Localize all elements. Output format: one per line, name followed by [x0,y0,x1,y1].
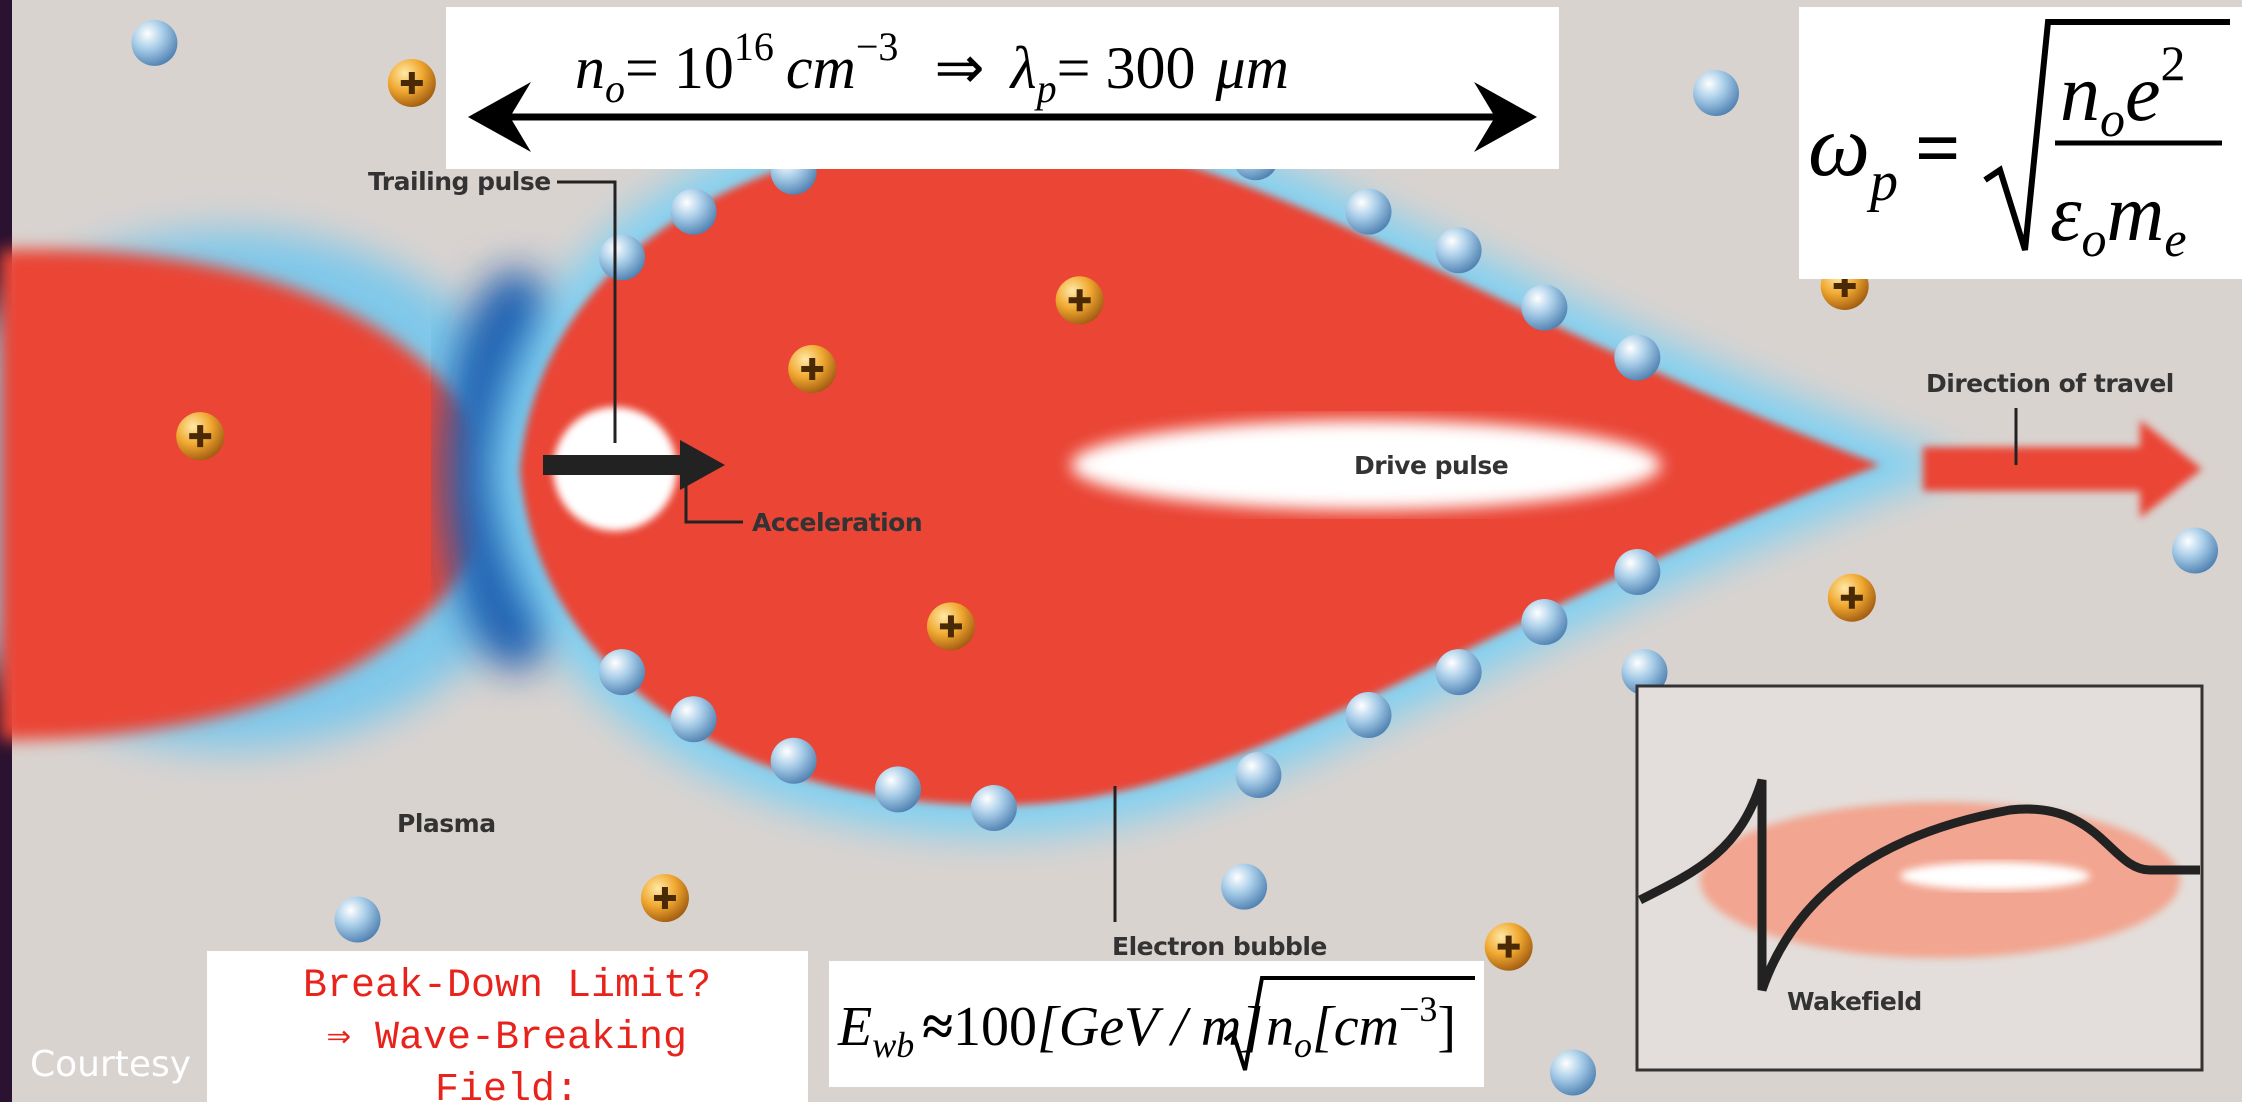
unit: [GeV / m] [1037,996,1263,1058]
credit: Courtesy [30,1044,191,1085]
symbol: n [2060,50,2100,138]
subscript: o [2082,211,2107,267]
ion [641,874,689,922]
electron [2172,528,2218,574]
ion [388,59,436,107]
electron [1693,70,1739,116]
wakefield-inset: Wakefield [1637,686,2202,1070]
label: Acceleration [752,508,922,537]
electron [131,20,177,66]
break-down-line: ⇒ Wave-Breaking [327,1016,687,1061]
ion [1828,574,1876,622]
ion [1485,923,1533,971]
electron [1346,692,1392,738]
text: ] [1437,996,1456,1058]
electron [671,696,717,742]
unit: μm [1215,35,1289,101]
electron [1436,227,1482,273]
electron [1614,549,1660,595]
superscript: −3 [856,24,899,69]
label: Drive pulse [1354,451,1508,480]
ion [1056,276,1104,324]
subscript: o [1294,1025,1312,1065]
ion [788,345,836,393]
break-down-line: Field: [435,1068,579,1102]
subscript: o [605,66,625,111]
electron [599,234,645,280]
electron [1436,649,1482,695]
label: Wakefield [1787,987,1922,1016]
text: = 300 [1057,35,1196,101]
symbol: λ [1009,35,1037,101]
subscript: p [1866,151,1898,213]
electron [971,785,1017,831]
unit: cm [786,35,856,101]
electron [771,738,817,784]
symbol: ≈ [922,996,953,1058]
electron [875,766,921,812]
label: Plasma [397,809,496,838]
symbol: n [575,35,605,101]
superscript: 16 [734,24,774,69]
ion [927,602,975,650]
label: Trailing pulse [368,167,551,196]
label: Direction of travel [1926,369,2174,398]
electron [1521,284,1567,330]
text: = 10 [625,35,734,101]
break-down-line: Break-Down Limit? [303,964,711,1009]
symbol: m [2107,170,2165,258]
ion [176,412,224,460]
symbol: E [837,996,872,1058]
electron [1235,752,1281,798]
superscript: 2 [2161,35,2186,91]
unit: [cm [1312,996,1399,1058]
subscript: o [2100,91,2125,147]
electron [1521,599,1567,645]
electron [1346,189,1392,235]
electron [335,896,381,942]
electron [1221,864,1267,910]
slide: Trailing pulse Acceleration Drive pulse … [0,0,2242,1102]
subscript: p [1034,66,1057,111]
electron [599,649,645,695]
symbol: n [1266,996,1294,1058]
symbol: ε [2050,170,2082,258]
superscript: −3 [1399,989,1437,1029]
symbol: ω [1808,98,1870,195]
electron [671,189,717,235]
electron [1550,1050,1596,1096]
label: Electron bubble [1112,932,1327,961]
symbol: e [2125,50,2161,138]
symbol: = [1915,105,1961,193]
subscript: wb [872,1025,914,1065]
inset-pulse [1900,862,2090,890]
subscript: e [2164,211,2186,267]
number: 100 [953,996,1037,1058]
electron [1614,335,1660,381]
break-down-box: Break-Down Limit? ⇒ Wave-Breaking Field: [207,951,808,1102]
symbol: ⇒ [934,35,984,101]
